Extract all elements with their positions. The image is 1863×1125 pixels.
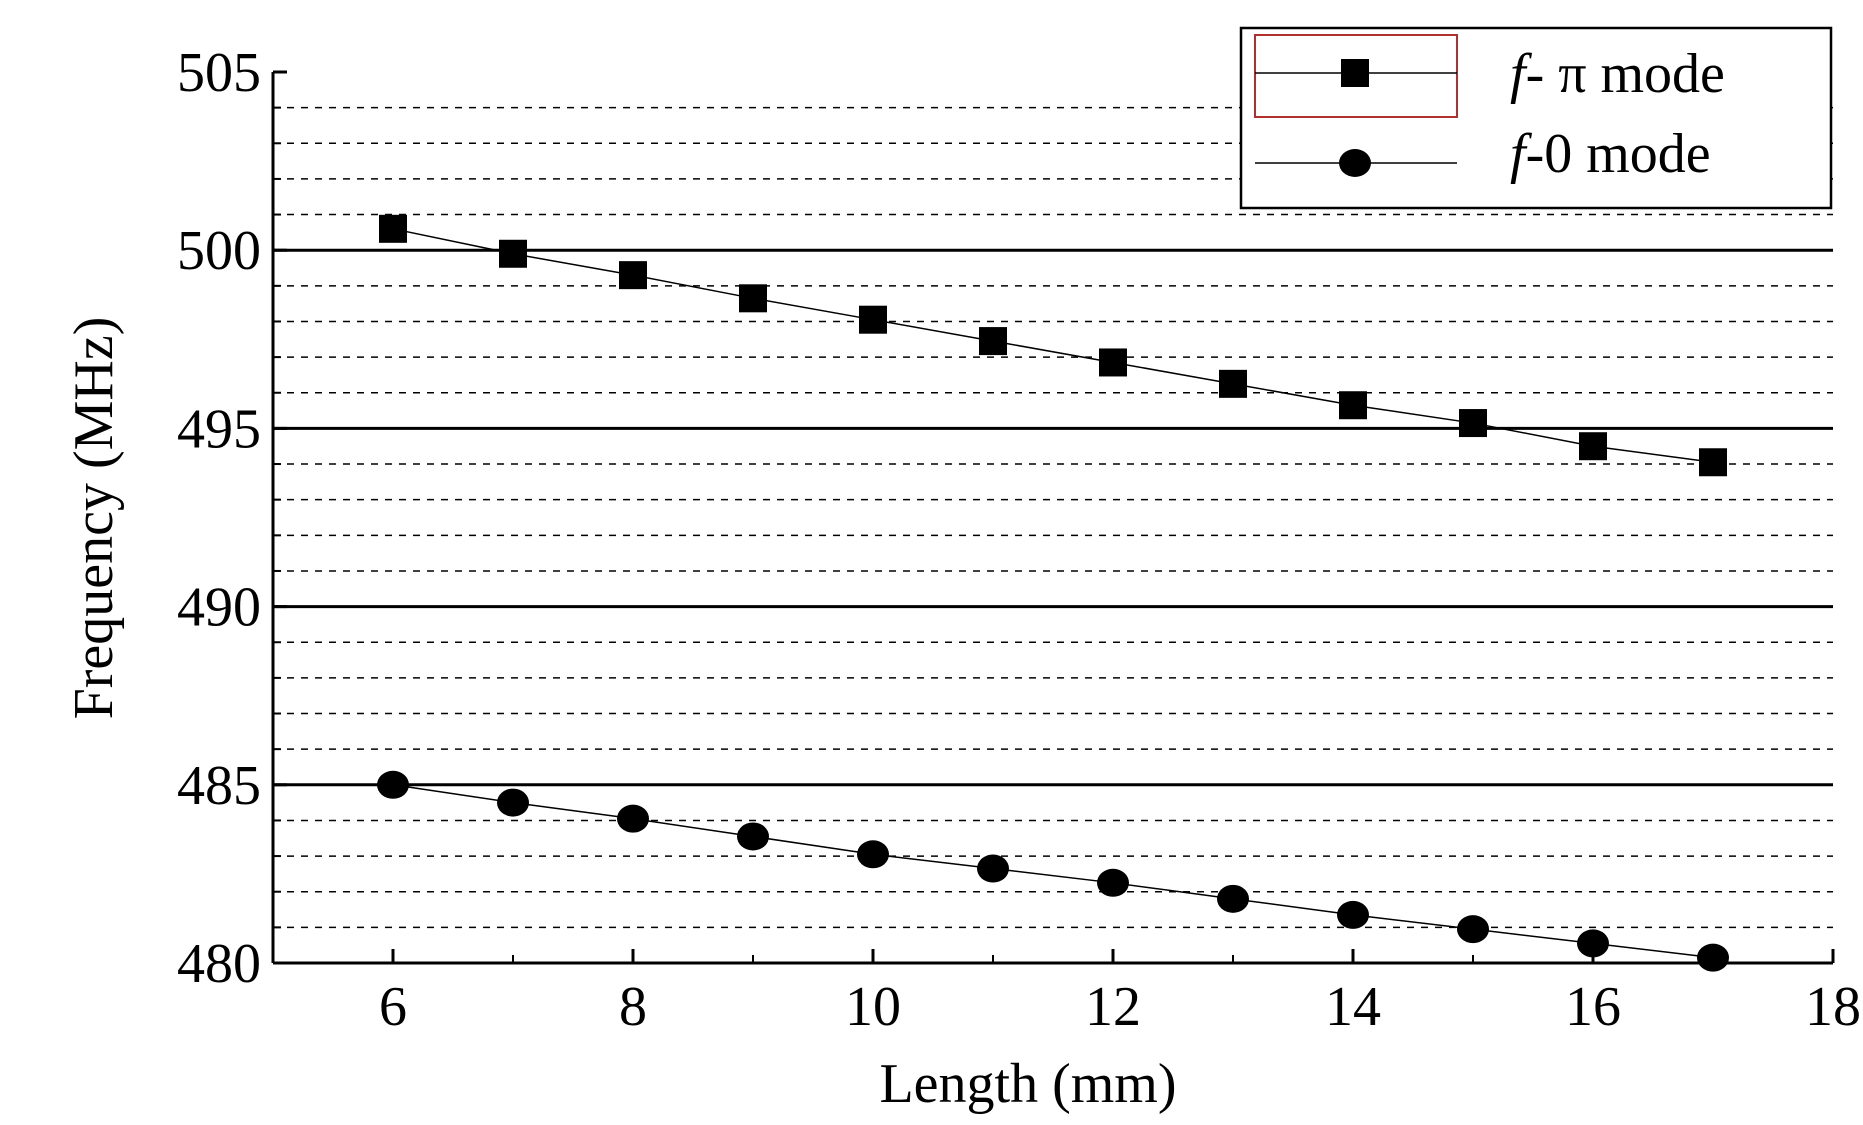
data-series bbox=[377, 214, 1729, 972]
data-point-pi-mode bbox=[1579, 432, 1607, 461]
data-point-pi-mode bbox=[859, 305, 887, 334]
legend-highlight-box bbox=[1254, 34, 1458, 118]
y-tick-label: 485 bbox=[177, 755, 261, 817]
axis-ticks: 480 485 490 495 500 505 6 8 10 12 14 16 18 bbox=[177, 42, 1861, 1038]
data-point-zero-mode bbox=[377, 770, 409, 799]
data-point-pi-mode bbox=[979, 327, 1007, 356]
data-point-zero-mode bbox=[617, 804, 649, 833]
x-tick-label: 6 bbox=[379, 976, 407, 1038]
data-point-zero-mode bbox=[1217, 884, 1249, 913]
legend-label-pi: f- π mode bbox=[1510, 43, 1725, 105]
legend: f- π mode f-0 mode bbox=[1239, 26, 1833, 210]
y-tick-label: 495 bbox=[177, 398, 261, 460]
x-tick-label: 14 bbox=[1325, 976, 1381, 1038]
data-point-zero-mode bbox=[1457, 915, 1489, 944]
x-tick-label: 8 bbox=[619, 976, 647, 1038]
y-tick-label: 480 bbox=[177, 933, 261, 995]
series-line-pi-mode bbox=[392, 228, 1714, 464]
legend-square-marker bbox=[1341, 59, 1369, 87]
legend-label-zero-rest: -0 mode bbox=[1526, 123, 1711, 185]
axes bbox=[271, 72, 1833, 965]
data-point-pi-mode bbox=[1459, 409, 1487, 438]
data-point-pi-mode bbox=[1699, 448, 1727, 477]
x-tick-label: 16 bbox=[1565, 976, 1621, 1038]
data-point-zero-mode bbox=[1337, 900, 1369, 929]
y-tick-label: 490 bbox=[177, 577, 261, 639]
grid-lines bbox=[273, 106, 1833, 929]
data-point-pi-mode bbox=[379, 214, 407, 243]
data-point-zero-mode bbox=[1097, 868, 1129, 897]
data-point-pi-mode bbox=[1099, 348, 1127, 377]
x-tick-label: 18 bbox=[1805, 976, 1861, 1038]
data-point-pi-mode bbox=[1339, 391, 1367, 420]
x-tick-label: 10 bbox=[845, 976, 901, 1038]
data-point-zero-mode bbox=[857, 840, 889, 869]
data-point-pi-mode bbox=[739, 284, 767, 313]
legend-circle-marker bbox=[1339, 149, 1371, 177]
series-line-zero-mode bbox=[392, 784, 1714, 959]
y-axis-title: Frequency (MHz) bbox=[63, 317, 125, 720]
data-point-zero-mode bbox=[737, 822, 769, 851]
data-point-pi-mode bbox=[499, 239, 527, 268]
data-point-pi-mode bbox=[619, 261, 647, 290]
y-tick-label: 505 bbox=[177, 42, 261, 104]
data-point-zero-mode bbox=[977, 854, 1009, 883]
x-axis-title: Length (mm) bbox=[879, 1053, 1176, 1115]
data-point-zero-mode bbox=[1577, 929, 1609, 958]
legend-label-pi-rest: - π mode bbox=[1526, 43, 1725, 105]
data-point-pi-mode bbox=[1219, 369, 1247, 398]
legend-label-zero: f-0 mode bbox=[1510, 123, 1711, 185]
data-point-zero-mode bbox=[1697, 943, 1729, 972]
y-tick-label: 500 bbox=[177, 220, 261, 282]
x-tick-label: 12 bbox=[1085, 976, 1141, 1038]
data-point-zero-mode bbox=[497, 788, 529, 817]
